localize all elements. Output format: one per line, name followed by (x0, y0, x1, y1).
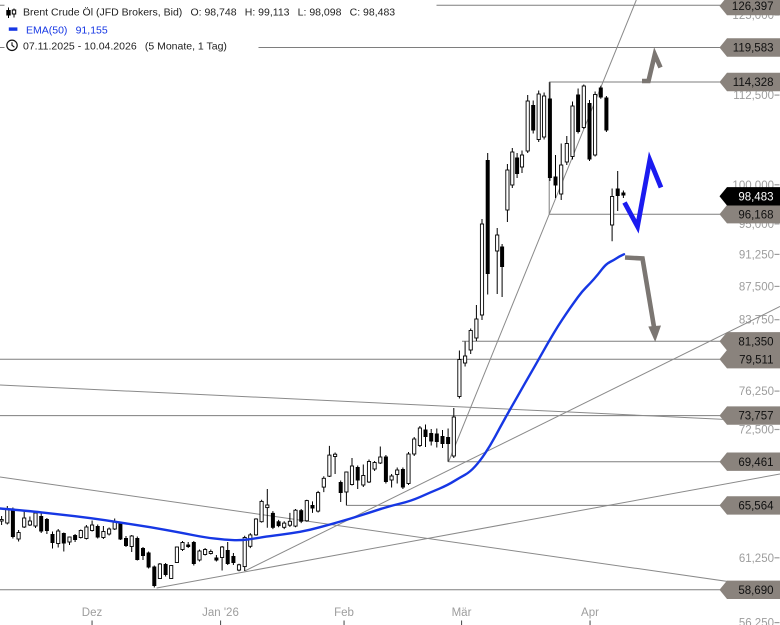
svg-text:Mär: Mär (452, 607, 472, 619)
svg-text:Jan '26: Jan '26 (202, 607, 239, 619)
svg-text:Dez: Dez (82, 607, 103, 619)
svg-text:73,757: 73,757 (738, 411, 773, 423)
svg-text:112,500: 112,500 (733, 90, 774, 102)
svg-text:126,397: 126,397 (732, 1, 774, 13)
svg-text:91,250: 91,250 (739, 249, 774, 261)
svg-text:56,250: 56,250 (739, 618, 774, 625)
svg-text:65,564: 65,564 (738, 501, 774, 513)
svg-text:119,583: 119,583 (733, 43, 774, 55)
svg-text:61,250: 61,250 (739, 553, 774, 565)
svg-text:114,328: 114,328 (733, 77, 774, 89)
svg-text:81,350: 81,350 (738, 336, 773, 348)
svg-text:EMA(50) 91,155: EMA(50) 91,155 (26, 25, 108, 37)
svg-text:58,690: 58,690 (738, 585, 773, 597)
svg-text:Feb: Feb (334, 607, 354, 619)
svg-text:Brent Crude Öl (JFD Brokers, B: Brent Crude Öl (JFD Brokers, Bid) O: 98,… (23, 7, 395, 19)
svg-text:Apr: Apr (581, 607, 599, 619)
svg-text:07.11.2025 - 10.04.2026 (5 Mo: 07.11.2025 - 10.04.2026 (5 Monate, 1 Tag… (23, 41, 227, 53)
svg-text:83,750: 83,750 (739, 315, 774, 327)
svg-text:72,500: 72,500 (739, 425, 774, 437)
svg-text:98,483: 98,483 (738, 191, 773, 203)
svg-text:96,168: 96,168 (738, 209, 773, 221)
svg-text:76,250: 76,250 (739, 386, 774, 398)
svg-text:87,500: 87,500 (739, 281, 774, 293)
svg-text:79,511: 79,511 (739, 354, 773, 366)
svg-text:69,461: 69,461 (738, 457, 773, 469)
